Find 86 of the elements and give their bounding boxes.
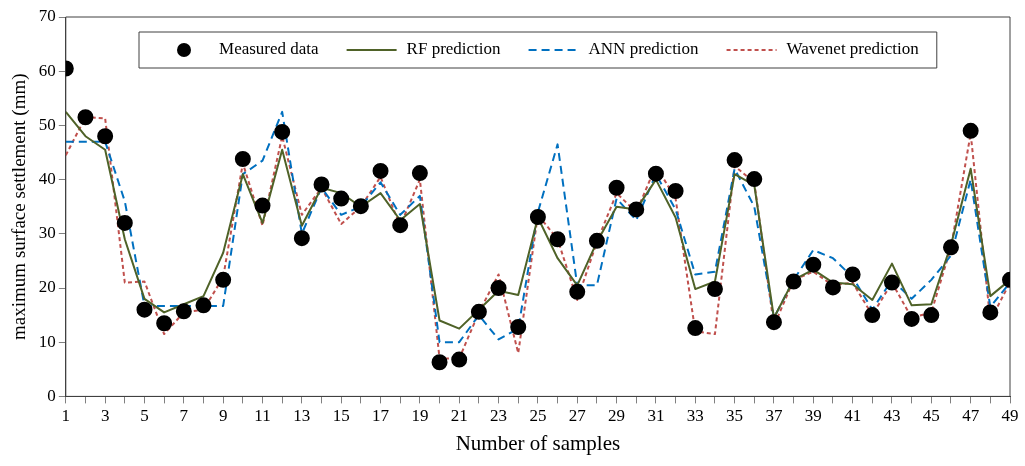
point (864, 307, 881, 324)
point (942, 239, 959, 256)
y-tick-label: 30 (38, 223, 56, 243)
point (274, 123, 291, 140)
legend-label: ANN prediction (588, 39, 700, 59)
x-tick-label: 37 (765, 406, 783, 426)
point (254, 197, 271, 214)
point (982, 304, 999, 321)
x-tick-label: 15 (332, 406, 350, 426)
point (510, 319, 527, 336)
point (136, 301, 153, 318)
point (156, 315, 173, 332)
y-tick-label: 10 (38, 331, 56, 351)
y-axis-title: maximum surface settlement (mm) (8, 73, 31, 340)
y-tick-label: 60 (38, 60, 56, 80)
x-tick-label: 5 (140, 406, 149, 426)
point (411, 165, 428, 182)
legend-label: Wavenet prediction (786, 39, 920, 59)
point (805, 256, 822, 273)
x-tick-label: 11 (254, 406, 271, 426)
point (765, 314, 782, 331)
point (962, 122, 979, 139)
point (175, 303, 192, 320)
x-tick-label: 35 (726, 406, 744, 426)
point (923, 307, 940, 324)
y-tick-label: 0 (47, 385, 56, 405)
point (883, 274, 900, 291)
point (549, 231, 566, 248)
point (333, 190, 350, 207)
x-tick-label: 29 (608, 406, 626, 426)
point (667, 182, 684, 199)
x-tick-label: 9 (218, 406, 228, 426)
point (293, 230, 310, 247)
x-tick-label: 13 (293, 406, 311, 426)
x-tick-label: 39 (804, 406, 822, 426)
point (628, 201, 645, 218)
point (97, 128, 114, 145)
point (195, 297, 212, 314)
point (490, 280, 507, 296)
x-tick-label: 25 (529, 406, 547, 426)
x-tick-label: 47 (962, 406, 980, 426)
x-tick-label: 19 (411, 406, 429, 426)
legend-label: RF prediction (406, 39, 502, 59)
x-tick-label: 23 (490, 406, 508, 426)
x-tick-label: 3 (100, 406, 110, 426)
point (726, 152, 743, 169)
y-tick-label: 50 (38, 114, 56, 134)
legend-label: Measured data (219, 39, 320, 59)
point (470, 303, 487, 320)
x-tick-label: 41 (844, 406, 862, 426)
point (392, 217, 409, 234)
x-tick-label: 45 (922, 406, 940, 426)
point (451, 351, 468, 368)
point (77, 109, 94, 126)
y-tick-label: 70 (38, 6, 56, 26)
x-tick-label: 17 (372, 406, 390, 426)
point (785, 273, 802, 290)
x-tick-label: 43 (883, 406, 901, 426)
x-tick-label: 27 (568, 406, 587, 426)
point (706, 281, 723, 298)
x-tick-label: 7 (179, 406, 189, 426)
point (647, 165, 664, 182)
point (352, 198, 369, 215)
point (234, 151, 251, 167)
point (687, 320, 704, 337)
x-tick-label: 31 (647, 406, 665, 426)
point (608, 179, 625, 196)
x-tick-label: 49 (1001, 406, 1019, 426)
point (844, 266, 861, 283)
x-axis-title: Number of samples (455, 430, 621, 455)
point (529, 209, 546, 225)
point (824, 279, 841, 296)
x-tick-label: 21 (450, 406, 468, 426)
point (313, 176, 330, 193)
x-tick-label: 33 (686, 406, 704, 426)
point (372, 162, 389, 179)
y-tick-label: 20 (38, 277, 56, 297)
point (588, 232, 605, 249)
x-tick-label: 1 (61, 406, 71, 426)
point (903, 310, 920, 327)
point (215, 271, 232, 288)
y-tick-label: 40 (38, 169, 56, 189)
point (431, 354, 448, 371)
point (569, 283, 586, 300)
point (116, 214, 133, 231)
point (746, 171, 763, 188)
